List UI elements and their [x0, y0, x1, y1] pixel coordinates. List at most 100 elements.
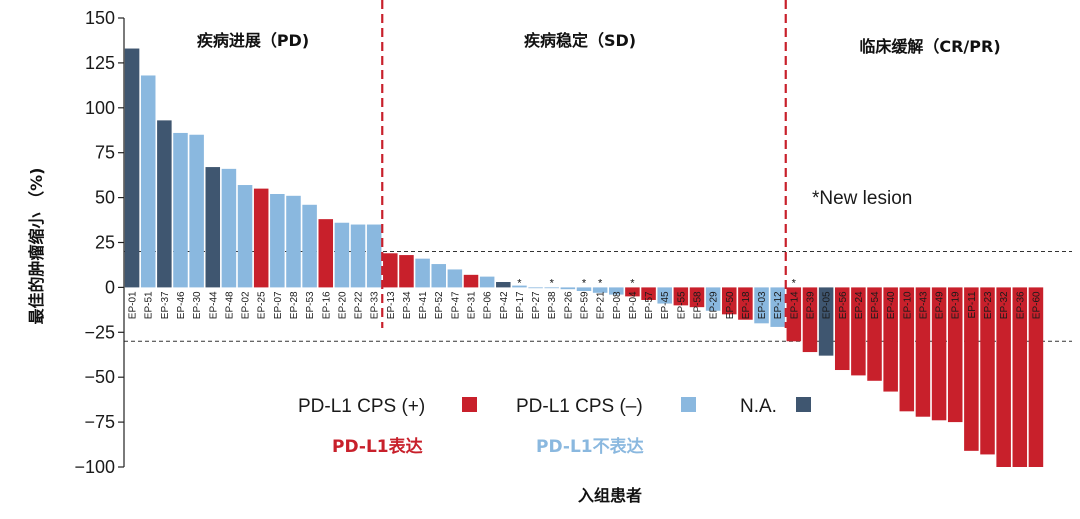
y-axis-title: 最佳的肿瘤缩小 （%) — [27, 168, 46, 325]
category-label-ep-37: EP-37 — [160, 291, 171, 319]
category-label-ep-20: EP-20 — [337, 291, 348, 319]
category-label-ep-52: EP-52 — [434, 291, 445, 319]
category-label-ep-43: EP-43 — [918, 291, 929, 319]
new-lesion-star-ep-21: * — [598, 277, 603, 289]
legend-label-positive: PD-L1 CPS (+) — [298, 396, 425, 417]
category-label-ep-04: EP-04 — [628, 291, 639, 319]
bar-ep-56 — [834, 287, 850, 371]
bar-ep-02 — [237, 185, 253, 288]
region-dividers — [381, 0, 787, 328]
category-label-ep-24: EP-24 — [854, 291, 865, 319]
bar-ep-08 — [609, 287, 624, 295]
bar-ep-41 — [415, 258, 430, 288]
bar-ep-39 — [802, 287, 818, 353]
y-tick-label: 75 — [95, 143, 115, 163]
legend-label-negative: PD-L1 CPS (–) — [516, 396, 643, 417]
bar-ep-52 — [431, 264, 446, 288]
legend-swatch-negative — [681, 397, 696, 412]
category-label-ep-39: EP-39 — [805, 291, 816, 319]
category-label-ep-17: EP-17 — [515, 291, 526, 319]
bar-ep-48 — [221, 168, 237, 288]
category-label-ep-33: EP-33 — [370, 291, 381, 319]
legend-cn-negative: PD-L1不表达 — [536, 436, 644, 457]
bar-ep-32 — [996, 287, 1011, 467]
category-label-ep-25: EP-25 — [257, 291, 268, 319]
category-label-ep-45: EP-45 — [660, 291, 671, 319]
bar-ep-57 — [641, 287, 656, 300]
category-label-ep-23: EP-23 — [983, 291, 994, 319]
bar-ep-46 — [173, 132, 188, 288]
y-tick-label: −100 — [74, 457, 115, 477]
category-label-ep-28: EP-28 — [289, 291, 300, 319]
category-label-ep-26: EP-26 — [563, 291, 574, 319]
bar-ep-24 — [851, 287, 866, 376]
bar-ep-14 — [786, 287, 802, 342]
y-tick-label: −50 — [84, 367, 115, 387]
y-tick-label: 125 — [85, 53, 115, 73]
legend-swatch-positive — [462, 397, 477, 412]
bar-ep-47 — [447, 269, 463, 288]
category-label-ep-48: EP-48 — [224, 291, 235, 319]
bar-ep-40 — [883, 287, 898, 392]
new-lesion-star-ep-04: * — [630, 277, 635, 289]
bar-ep-06 — [479, 276, 495, 288]
category-label-ep-44: EP-44 — [208, 291, 219, 319]
bar-ep-31 — [463, 274, 479, 288]
category-label-ep-40: EP-40 — [886, 291, 897, 319]
category-label-ep-56: EP-56 — [838, 291, 849, 319]
category-label-ep-31: EP-31 — [467, 291, 478, 319]
category-label-ep-53: EP-53 — [305, 291, 316, 319]
category-label-ep-27: EP-27 — [531, 291, 542, 319]
category-label-ep-03: EP-03 — [757, 291, 768, 319]
bar-ep-01 — [124, 48, 140, 288]
category-label-ep-29: EP-29 — [709, 291, 720, 319]
bar-ep-05 — [818, 287, 834, 356]
category-label-ep-05: EP-05 — [822, 291, 833, 319]
category-label-ep-07: EP-07 — [273, 291, 284, 319]
bar-ep-03 — [754, 287, 769, 324]
bar-ep-51 — [140, 75, 156, 288]
category-label-ep-14: EP-14 — [789, 291, 800, 319]
category-label-ep-06: EP-06 — [483, 291, 494, 319]
bar-ep-42 — [496, 282, 511, 288]
bar-ep-04 — [625, 287, 640, 297]
bar-ep-29 — [705, 287, 721, 311]
y-tick-label: −75 — [84, 412, 115, 432]
category-label-ep-34: EP-34 — [402, 291, 413, 319]
bar-ep-07 — [270, 194, 285, 288]
category-label-ep-01: EP-01 — [128, 291, 139, 319]
legend: PD-L1 CPS (+) PD-L1 CPS (–) N.A. PD-L1表达… — [298, 396, 811, 457]
category-label-ep-30: EP-30 — [192, 291, 203, 319]
y-axis: 150 125 100 75 50 25 0 −25 −50 −75 −100 — [74, 8, 125, 477]
category-label-ep-47: EP-47 — [450, 291, 461, 319]
category-label-ep-22: EP-22 — [354, 291, 365, 319]
new-lesion-note: *New lesion — [812, 188, 912, 209]
legend-label-na: N.A. — [740, 396, 777, 417]
bar-ep-38 — [544, 287, 559, 289]
category-label-ep-10: EP-10 — [902, 291, 913, 319]
category-label-ep-13: EP-13 — [386, 291, 397, 319]
bars — [124, 48, 1044, 467]
bar-ep-54 — [867, 287, 882, 381]
bar-ep-12 — [770, 287, 785, 327]
bar-ep-28 — [286, 195, 301, 288]
category-label-ep-58: EP-58 — [692, 291, 703, 319]
category-label-ep-59: EP-59 — [580, 291, 591, 319]
category-label-ep-51: EP-51 — [144, 291, 155, 319]
bar-ep-11 — [964, 287, 979, 451]
y-tick-label: 0 — [105, 277, 115, 297]
category-label-ep-16: EP-16 — [321, 291, 332, 319]
category-labels: EP-01 EP-51 EP-37 EP-46 EP-30 EP-44 EP-48 EP-02… — [128, 291, 1043, 319]
region-label-cr-pr: 临床缓解（CR/PR) — [859, 37, 1000, 56]
bar-ep-53 — [302, 204, 317, 288]
category-label-ep-46: EP-46 — [176, 291, 187, 319]
bar-ep-45 — [657, 287, 672, 304]
new-lesion-star-ep-17: * — [517, 277, 522, 289]
new-lesion-star-ep-59: * — [582, 277, 587, 289]
region-label-pd: 疾病进展（PD) — [197, 31, 309, 50]
bar-ep-18 — [738, 287, 753, 320]
bar-ep-22 — [350, 224, 366, 288]
bar-ep-21 — [592, 287, 608, 293]
new-lesion-star-ep-38: * — [550, 277, 555, 289]
bar-ep-43 — [915, 287, 931, 417]
